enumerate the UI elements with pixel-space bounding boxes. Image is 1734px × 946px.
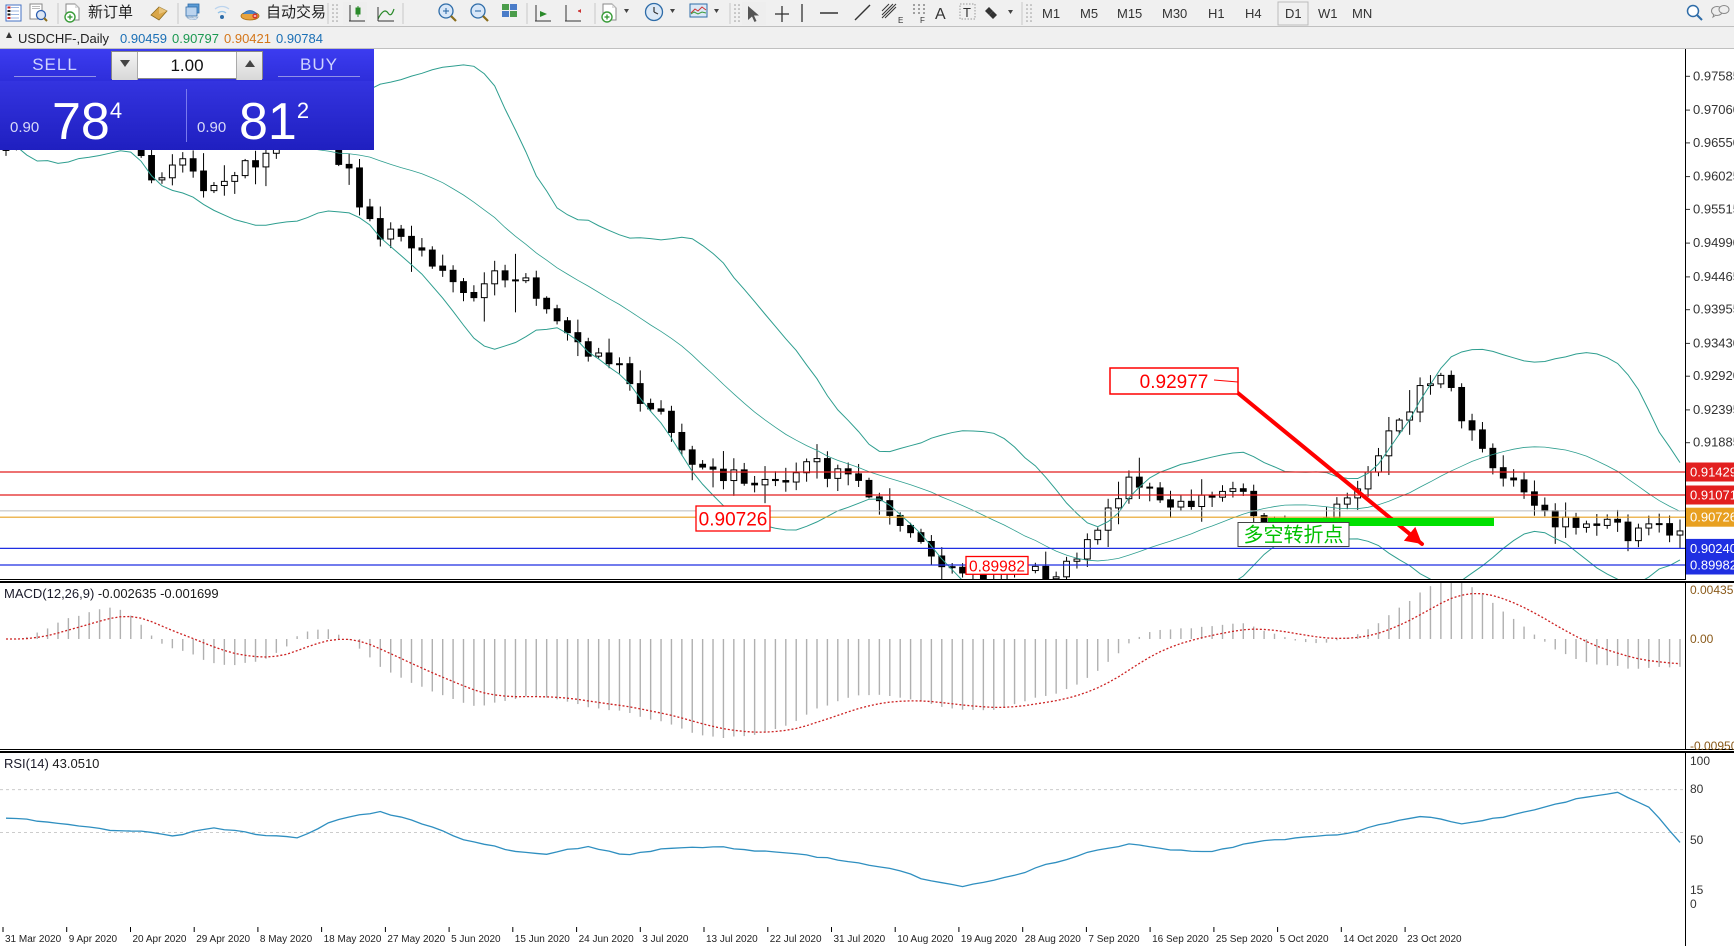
svg-text:0.90797: 0.90797 <box>172 31 219 46</box>
svg-text:23 Oct 2020: 23 Oct 2020 <box>1407 934 1462 945</box>
svg-text:MN: MN <box>1352 6 1372 21</box>
svg-text:18 May 2020: 18 May 2020 <box>324 934 382 945</box>
svg-text:H1: H1 <box>1208 6 1225 21</box>
svg-text:3 Jul 2020: 3 Jul 2020 <box>642 934 689 945</box>
svg-text:25 Sep 2020: 25 Sep 2020 <box>1216 934 1273 945</box>
svg-text:0.90421: 0.90421 <box>224 31 271 46</box>
svg-text:0.91429: 0.91429 <box>1690 465 1734 480</box>
svg-text:15 Jun 2020: 15 Jun 2020 <box>515 934 570 945</box>
svg-text:F: F <box>920 16 925 25</box>
svg-text:M30: M30 <box>1162 6 1187 21</box>
svg-text:D1: D1 <box>1285 6 1302 21</box>
svg-text:22 Jul 2020: 22 Jul 2020 <box>770 934 822 945</box>
svg-text:5 Oct 2020: 5 Oct 2020 <box>1280 934 1329 945</box>
svg-text:0.92395: 0.92395 <box>1693 402 1734 417</box>
svg-text:9 Apr 2020: 9 Apr 2020 <box>69 934 118 945</box>
svg-text:0.97585: 0.97585 <box>1693 68 1734 83</box>
svg-text:M5: M5 <box>1080 6 1098 21</box>
svg-text:0.96025: 0.96025 <box>1693 169 1734 184</box>
svg-text:29 Apr 2020: 29 Apr 2020 <box>196 934 250 945</box>
svg-text:80: 80 <box>1690 782 1704 796</box>
svg-text:0.89982: 0.89982 <box>1690 558 1734 573</box>
svg-text:31 Jul 2020: 31 Jul 2020 <box>834 934 886 945</box>
svg-text:T: T <box>963 5 971 20</box>
svg-text:7 Sep 2020: 7 Sep 2020 <box>1088 934 1140 945</box>
svg-text:0.89982: 0.89982 <box>969 558 1025 575</box>
svg-text:W1: W1 <box>1318 6 1338 21</box>
svg-text:0.90240: 0.90240 <box>1690 541 1734 556</box>
svg-text:0.91885: 0.91885 <box>1693 435 1734 450</box>
svg-text:A: A <box>935 6 946 23</box>
svg-text:31 Mar 2020: 31 Mar 2020 <box>5 934 62 945</box>
svg-text:0.95515: 0.95515 <box>1693 201 1734 216</box>
svg-text:24 Jun 2020: 24 Jun 2020 <box>579 934 634 945</box>
svg-text:M15: M15 <box>1117 6 1142 21</box>
svg-text:0: 0 <box>1690 897 1697 911</box>
svg-text:8 May 2020: 8 May 2020 <box>260 934 313 945</box>
svg-text:16 Sep 2020: 16 Sep 2020 <box>1152 934 1209 945</box>
svg-text:0.004351: 0.004351 <box>1690 583 1734 597</box>
svg-text:10 Aug 2020: 10 Aug 2020 <box>897 934 954 945</box>
svg-text:27 May 2020: 27 May 2020 <box>387 934 445 945</box>
svg-text:0.90726: 0.90726 <box>1690 510 1734 525</box>
svg-text:0.94465: 0.94465 <box>1693 269 1734 284</box>
svg-text:M1: M1 <box>1042 6 1060 21</box>
svg-text:20 Apr 2020: 20 Apr 2020 <box>133 934 187 945</box>
svg-text:0.92977: 0.92977 <box>1140 372 1209 393</box>
svg-text:14 Oct 2020: 14 Oct 2020 <box>1343 934 1398 945</box>
svg-text:28 Aug 2020: 28 Aug 2020 <box>1025 934 1082 945</box>
svg-text:50: 50 <box>1690 833 1704 847</box>
svg-text:多空转折点: 多空转折点 <box>1244 524 1344 547</box>
svg-text:自动交易: 自动交易 <box>266 3 326 21</box>
svg-text:0.90726: 0.90726 <box>699 510 768 531</box>
svg-text:0.91071: 0.91071 <box>1690 488 1734 503</box>
svg-text:H4: H4 <box>1245 6 1262 21</box>
svg-text:100: 100 <box>1690 754 1710 768</box>
svg-text:13 Jul 2020: 13 Jul 2020 <box>706 934 758 945</box>
svg-text:E: E <box>898 16 903 25</box>
svg-text:0.93955: 0.93955 <box>1693 302 1734 317</box>
svg-text:0.90784: 0.90784 <box>276 31 323 46</box>
svg-text:5 Jun 2020: 5 Jun 2020 <box>451 934 501 945</box>
svg-text:0.00: 0.00 <box>1690 632 1714 646</box>
svg-text:新订单: 新订单 <box>88 4 133 21</box>
svg-text:0.90459: 0.90459 <box>120 31 167 46</box>
svg-text:15: 15 <box>1690 883 1704 897</box>
svg-text:USDCHF-,Daily: USDCHF-,Daily <box>18 31 110 46</box>
svg-text:19 Aug 2020: 19 Aug 2020 <box>961 934 1018 945</box>
